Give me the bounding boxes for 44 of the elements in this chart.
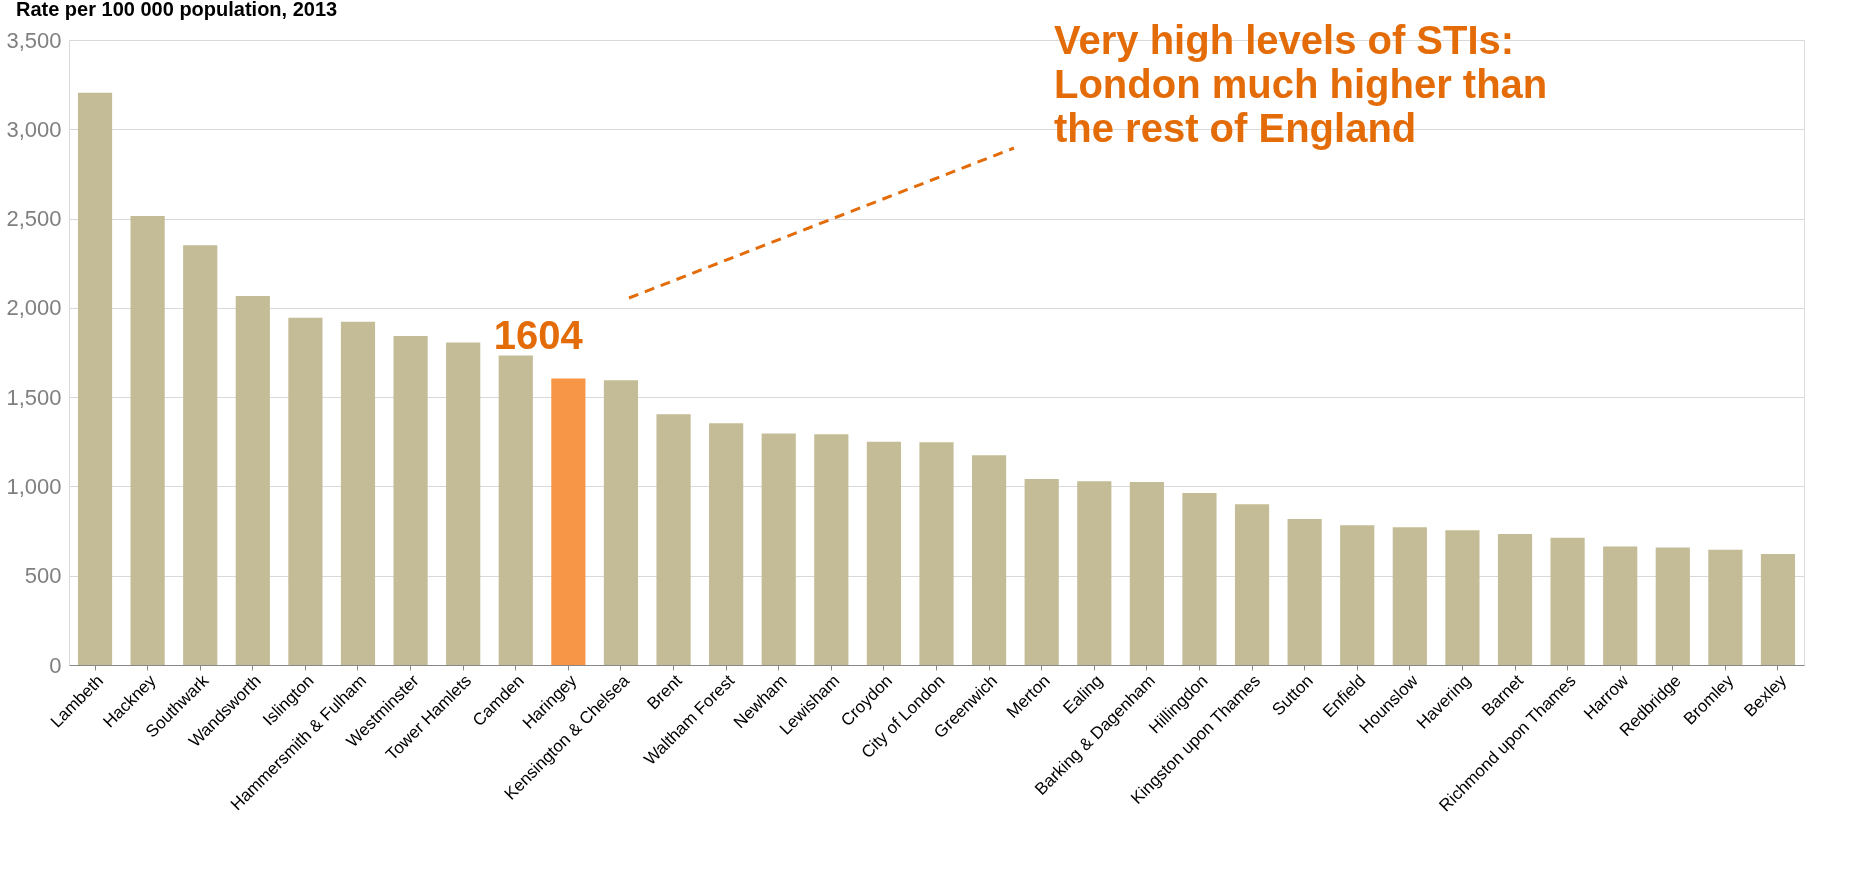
bar: [498, 355, 533, 665]
y-tick-label: 0: [49, 652, 62, 678]
bar: [1182, 493, 1217, 665]
annotation: Very high levels of STIs: London much higher than the rest of England: [1054, 18, 1548, 150]
bar: [656, 414, 691, 665]
y-tick-label: 3,500: [6, 27, 62, 53]
bar: [1024, 478, 1059, 665]
bar: [1497, 534, 1533, 665]
bar: [1234, 504, 1270, 665]
bar: [446, 342, 481, 665]
bar: [393, 335, 428, 665]
bar: [235, 295, 270, 665]
bar: [709, 423, 744, 665]
bar: [77, 92, 113, 665]
bar: [288, 317, 323, 665]
bar: [551, 378, 586, 665]
y-tick-label: 3,000: [6, 116, 62, 142]
y-tick-label: 2,500: [6, 206, 62, 232]
y-tick-label: 1,000: [6, 473, 62, 499]
bar: [603, 380, 639, 665]
data-label: 1604: [493, 312, 584, 357]
bar: [1287, 519, 1322, 665]
bar: [1392, 527, 1427, 665]
bar: [761, 433, 796, 665]
bar: [919, 442, 954, 665]
bar: [1340, 525, 1375, 665]
bar: [972, 455, 1007, 665]
bar: [340, 321, 376, 665]
y-tick-label: 1,500: [6, 384, 62, 410]
bar: [1603, 546, 1638, 665]
bar: [1445, 530, 1480, 665]
bar: [1708, 549, 1743, 665]
bar: [130, 215, 165, 665]
y-tick-label: 500: [24, 563, 62, 589]
bar: [1129, 481, 1164, 665]
bar: [183, 245, 218, 665]
bar: [1550, 537, 1585, 665]
bar: [1655, 547, 1690, 665]
chart-title: Rate per 100 000 population, 2013: [15, 0, 338, 20]
bar: [866, 441, 901, 665]
bar: [1760, 554, 1796, 665]
bar: [814, 434, 849, 665]
y-tick-label: 2,000: [6, 295, 62, 321]
bar: [1077, 481, 1112, 665]
